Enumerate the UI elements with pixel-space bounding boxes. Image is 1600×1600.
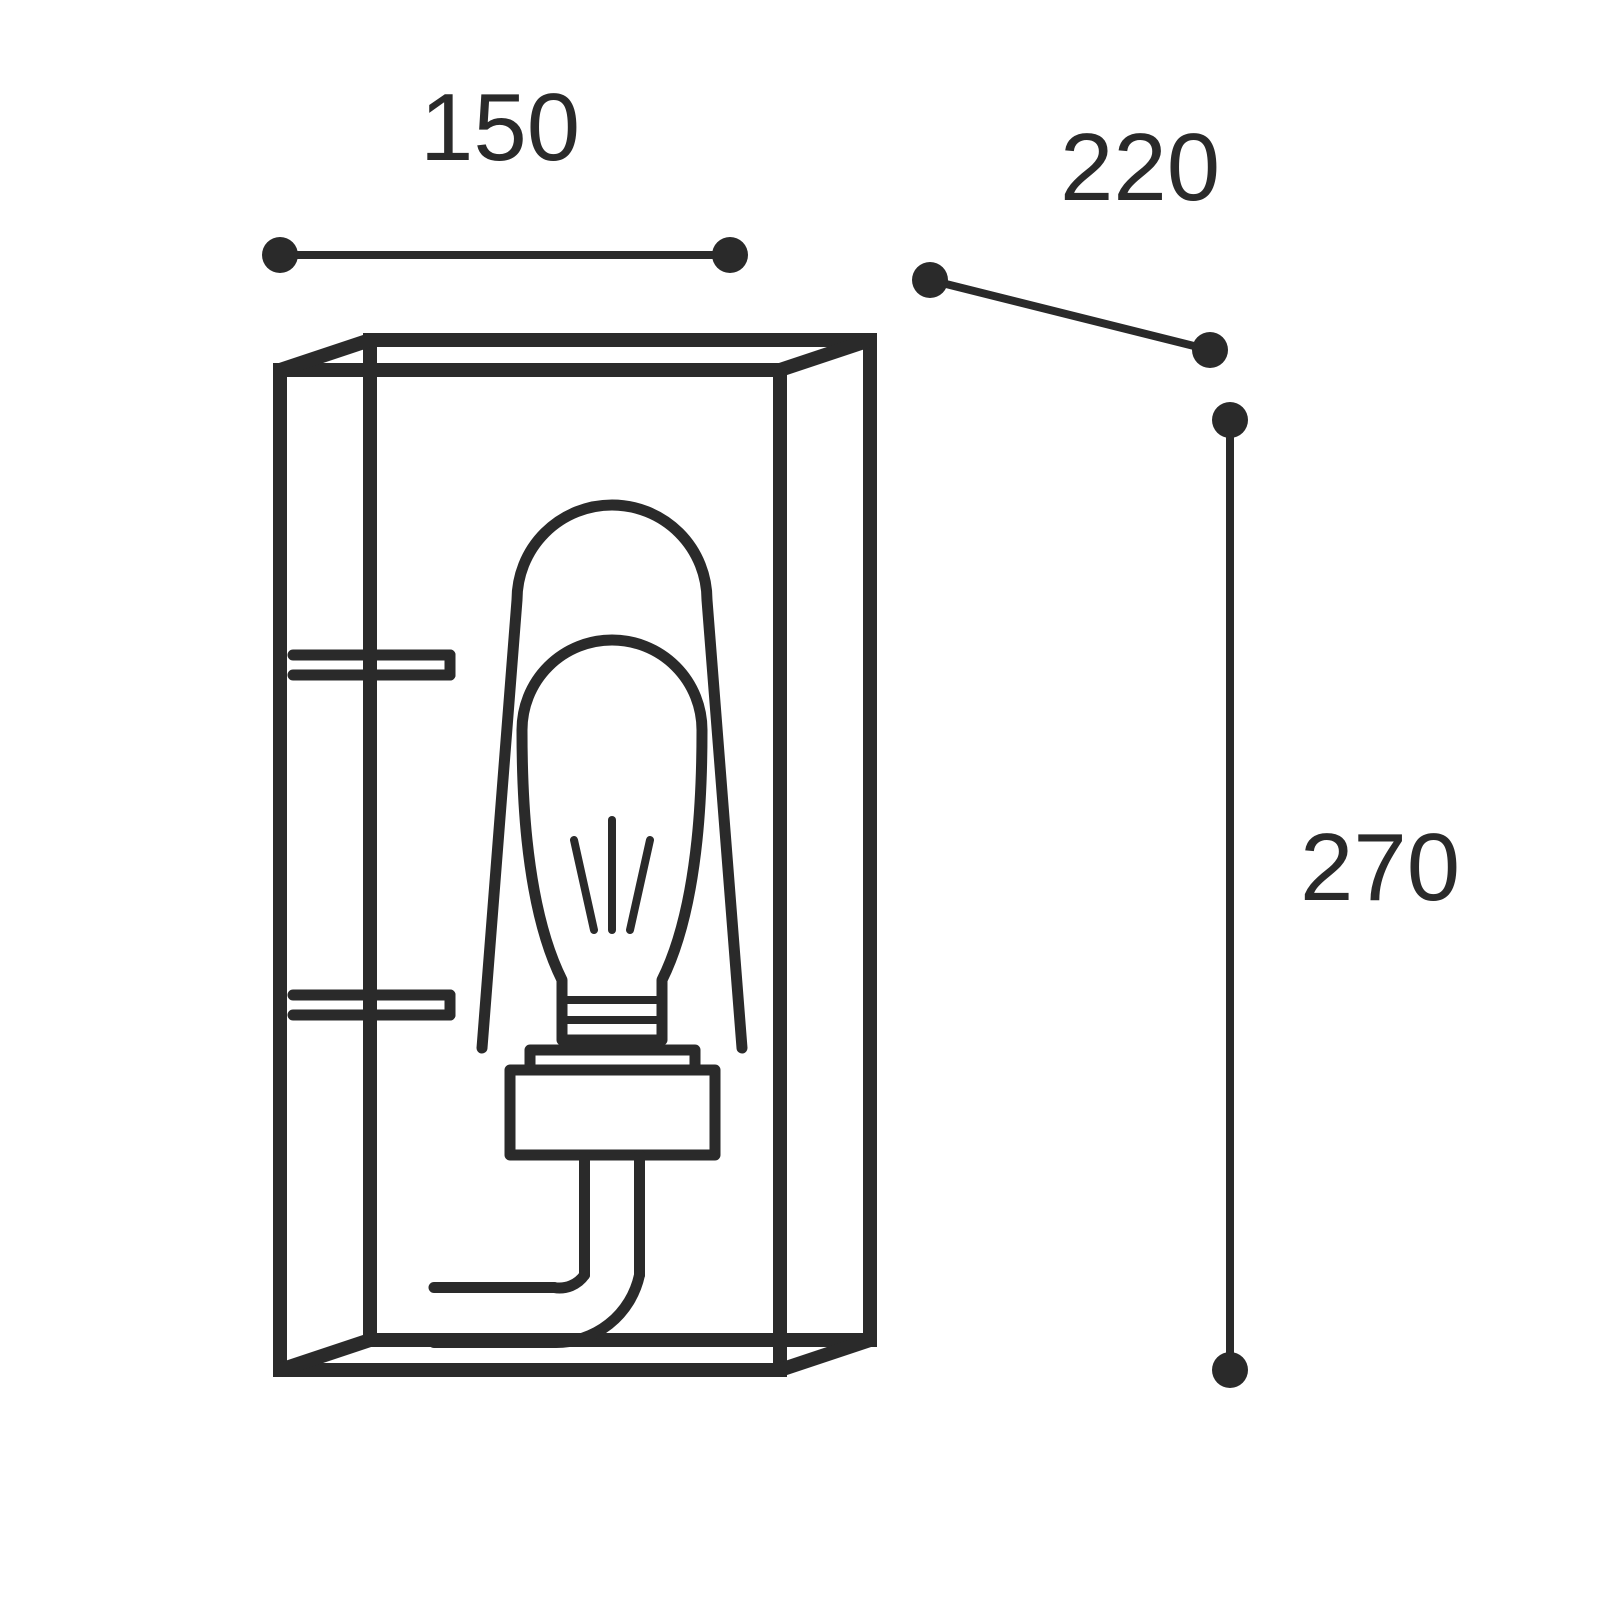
dimension-width-label: 150 [420,74,580,181]
dimension-depth-label: 220 [1060,114,1220,221]
dimension-width: 150 [262,74,748,273]
dimension-drawing: 150 220 270 [0,0,1600,1600]
dimension-depth: 220 [912,114,1228,368]
dimension-height: 270 [1212,402,1460,1388]
dimension-height-label: 270 [1300,814,1460,921]
socket-assembly [434,1050,715,1343]
bulb-body [522,640,702,1040]
